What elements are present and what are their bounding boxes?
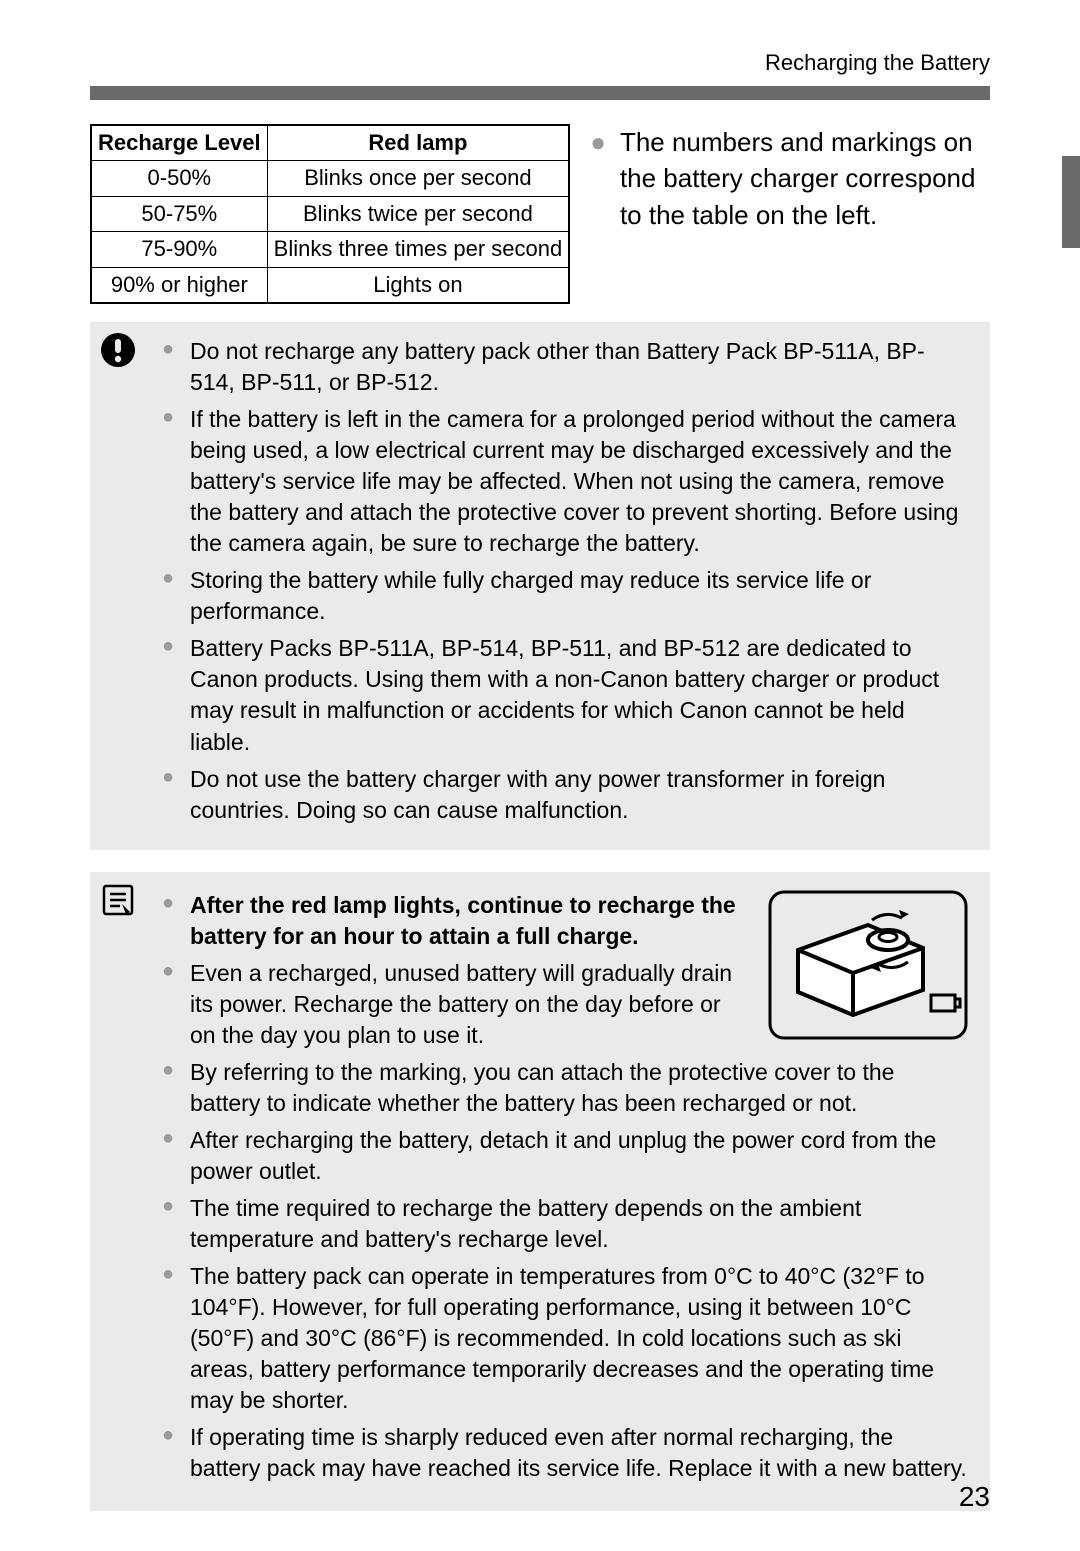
tips-first-block: After the red lamp lights, continue to r… xyxy=(104,890,968,1057)
table-row: 50-75% Blinks twice per second xyxy=(91,196,569,231)
list-item: If operating time is sharply reduced eve… xyxy=(162,1422,968,1484)
cell-level: 0-50% xyxy=(91,161,267,196)
intro-text: ● The numbers and markings on the batter… xyxy=(590,124,990,233)
table-row: 0-50% Blinks once per second xyxy=(91,161,569,196)
header-bar xyxy=(90,86,990,100)
recharge-level-table: Recharge Level Red lamp 0-50% Blinks onc… xyxy=(90,124,570,304)
table-header-red-lamp: Red lamp xyxy=(267,125,569,161)
tips-box: After the red lamp lights, continue to r… xyxy=(90,872,990,1511)
top-row: Recharge Level Red lamp 0-50% Blinks onc… xyxy=(90,124,990,304)
list-item: If the battery is left in the camera for… xyxy=(162,404,968,559)
cell-level: 50-75% xyxy=(91,196,267,231)
list-item: Even a recharged, unused battery will gr… xyxy=(162,958,752,1051)
cell-lamp: Blinks once per second xyxy=(267,161,569,196)
cell-lamp: Blinks three times per second xyxy=(267,232,569,267)
chapter-tab xyxy=(1062,156,1080,248)
note-icon xyxy=(100,882,136,918)
tips-list-rest: By referring to the marking, you can att… xyxy=(162,1057,968,1485)
list-item: The battery pack can operate in temperat… xyxy=(162,1261,968,1416)
caution-icon xyxy=(100,332,136,368)
caution-list: Do not recharge any battery pack other t… xyxy=(162,336,968,826)
battery-cover-illustration xyxy=(768,890,968,1040)
list-item: After recharging the battery, detach it … xyxy=(162,1125,968,1187)
list-item: Storing the battery while fully charged … xyxy=(162,565,968,627)
table-row: 75-90% Blinks three times per second xyxy=(91,232,569,267)
list-item: Do not use the battery charger with any … xyxy=(162,764,968,826)
running-head: Recharging the Battery xyxy=(90,50,990,76)
list-item: Do not recharge any battery pack other t… xyxy=(162,336,968,398)
list-item: Battery Packs BP-511A, BP-514, BP-511, a… xyxy=(162,633,968,757)
list-item: By referring to the marking, you can att… xyxy=(162,1057,968,1119)
manual-page: Recharging the Battery Recharge Level Re… xyxy=(0,0,1080,1551)
intro-paragraph: The numbers and markings on the battery … xyxy=(620,124,990,233)
list-item: The time required to recharge the batter… xyxy=(162,1193,968,1255)
table-header-recharge-level: Recharge Level xyxy=(91,125,267,161)
list-item: After the red lamp lights, continue to r… xyxy=(162,890,752,952)
bullet-icon: ● xyxy=(590,124,606,233)
table-row: 90% or higher Lights on xyxy=(91,267,569,303)
tips-list-top: After the red lamp lights, continue to r… xyxy=(162,890,752,1057)
cell-level: 75-90% xyxy=(91,232,267,267)
cell-level: 90% or higher xyxy=(91,267,267,303)
cell-lamp: Lights on xyxy=(267,267,569,303)
page-number: 23 xyxy=(959,1481,990,1513)
cell-lamp: Blinks twice per second xyxy=(267,196,569,231)
caution-box: Do not recharge any battery pack other t… xyxy=(90,322,990,850)
